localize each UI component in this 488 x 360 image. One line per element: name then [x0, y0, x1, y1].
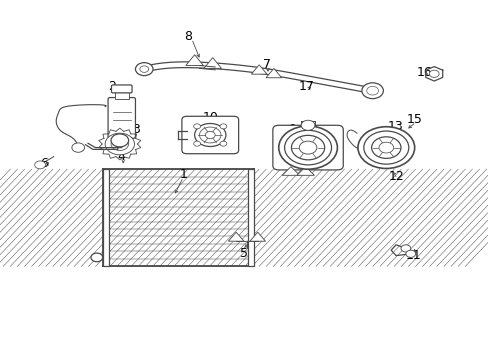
- Circle shape: [105, 133, 134, 155]
- Text: 13: 13: [386, 120, 402, 133]
- FancyBboxPatch shape: [111, 85, 132, 93]
- Text: 5: 5: [240, 247, 248, 260]
- Text: 12: 12: [387, 170, 403, 183]
- Polygon shape: [296, 167, 314, 175]
- Bar: [115, 92, 128, 99]
- Polygon shape: [228, 232, 244, 241]
- Circle shape: [428, 70, 438, 77]
- FancyBboxPatch shape: [182, 116, 238, 154]
- Text: 7: 7: [262, 58, 270, 71]
- Circle shape: [363, 131, 408, 164]
- Polygon shape: [203, 58, 221, 68]
- Circle shape: [35, 161, 45, 169]
- Text: 3: 3: [132, 123, 140, 136]
- Polygon shape: [282, 167, 299, 175]
- Circle shape: [111, 134, 128, 147]
- Text: 2: 2: [108, 80, 116, 93]
- Circle shape: [400, 245, 410, 252]
- Text: 16: 16: [416, 66, 431, 78]
- Text: 17: 17: [299, 80, 314, 93]
- Circle shape: [366, 86, 378, 95]
- Circle shape: [220, 124, 226, 129]
- Text: 14: 14: [370, 141, 386, 154]
- Circle shape: [140, 66, 148, 72]
- Circle shape: [194, 123, 225, 147]
- Circle shape: [278, 126, 337, 169]
- Bar: [248, 169, 254, 266]
- Circle shape: [220, 141, 226, 146]
- Circle shape: [135, 63, 153, 76]
- Bar: [102, 169, 108, 266]
- Circle shape: [357, 127, 414, 168]
- Circle shape: [291, 135, 324, 160]
- Circle shape: [371, 137, 400, 158]
- FancyBboxPatch shape: [272, 125, 343, 170]
- Circle shape: [111, 138, 128, 150]
- Circle shape: [205, 131, 215, 139]
- Polygon shape: [185, 55, 203, 66]
- Polygon shape: [265, 68, 281, 78]
- FancyBboxPatch shape: [108, 98, 135, 138]
- Circle shape: [405, 250, 415, 257]
- Circle shape: [361, 83, 383, 99]
- Circle shape: [72, 143, 84, 152]
- Text: 11: 11: [405, 249, 420, 262]
- Circle shape: [193, 141, 200, 146]
- Circle shape: [301, 120, 314, 130]
- Polygon shape: [251, 65, 266, 74]
- Circle shape: [284, 130, 331, 165]
- Text: 4: 4: [117, 150, 125, 163]
- Circle shape: [378, 142, 393, 153]
- Circle shape: [193, 124, 200, 129]
- Text: 10: 10: [202, 111, 218, 123]
- Text: 15: 15: [406, 113, 422, 126]
- Text: 9: 9: [288, 123, 296, 136]
- Polygon shape: [249, 232, 265, 241]
- Circle shape: [299, 141, 316, 154]
- Text: 8: 8: [184, 30, 192, 42]
- Circle shape: [199, 127, 221, 143]
- Text: 1: 1: [179, 168, 187, 181]
- Text: 6: 6: [40, 157, 48, 170]
- Circle shape: [91, 253, 102, 262]
